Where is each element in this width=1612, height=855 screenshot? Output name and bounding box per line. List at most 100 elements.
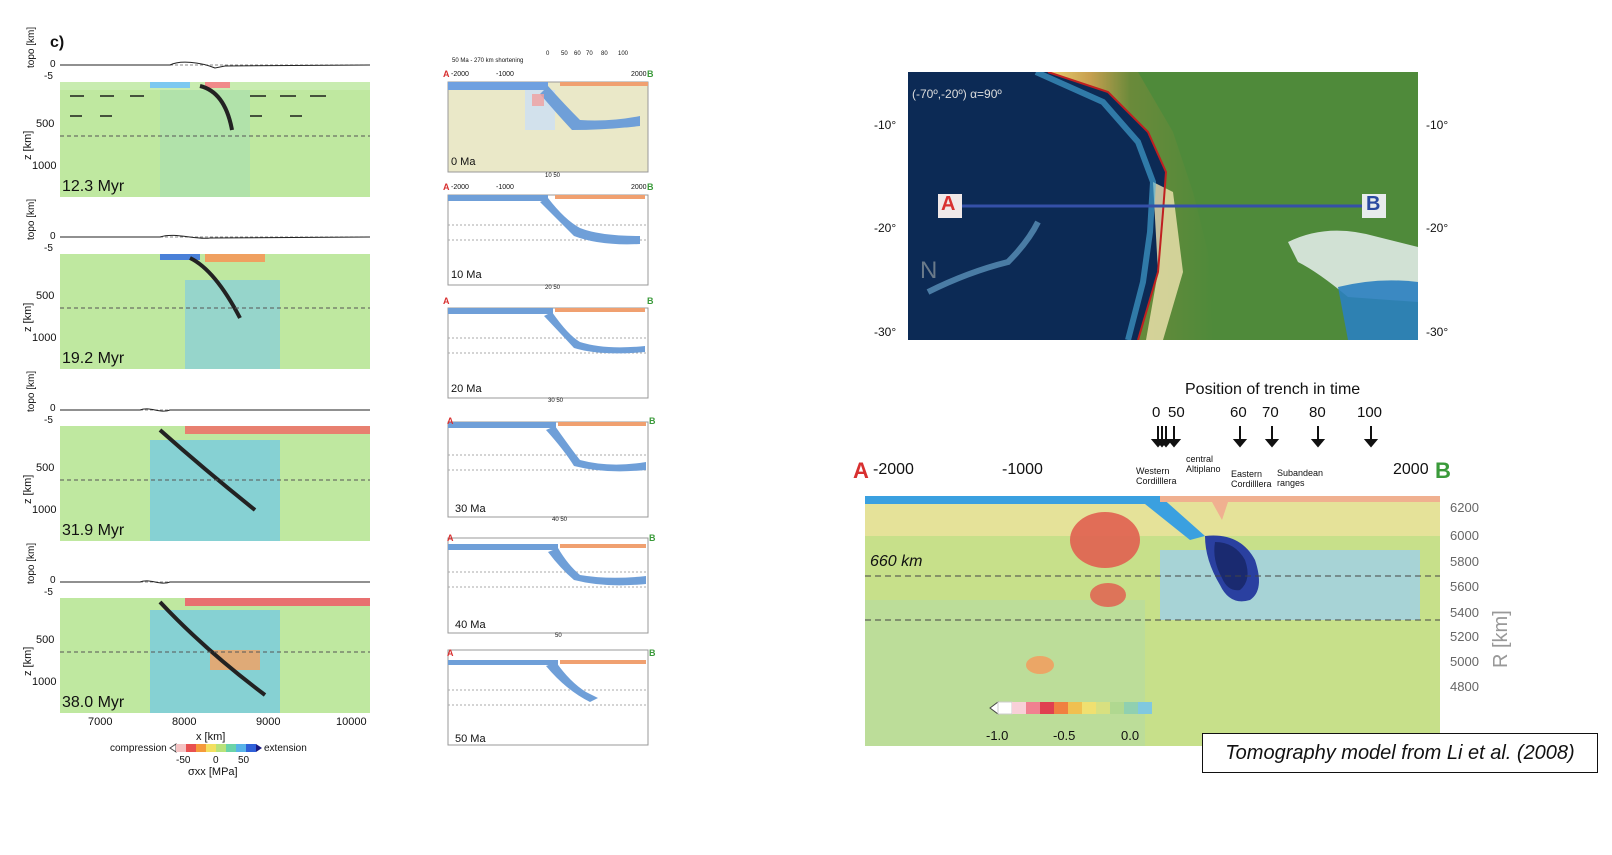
tomography-source-note-text: Tomography model from Li et al. (2008): [1225, 741, 1575, 764]
cross-section-panel-4: [447, 421, 649, 518]
map-lat-left-10: -10°: [874, 118, 897, 132]
r-tick-5400: 5400: [1450, 605, 1479, 620]
cs-xtick-2000-1: 2000: [631, 71, 647, 78]
cs-xtick-2000-2: 2000: [631, 184, 647, 191]
tomography-source-note: Tomography model from Li et al. (2008): [1202, 733, 1598, 773]
tomo-colorbar-tick-neg1: -1.0: [986, 728, 1009, 743]
cs-age-30: 30 Ma: [455, 503, 486, 515]
cs-arrow-first-5: 40 50: [552, 517, 568, 523]
cs-arrow-first-6: 50: [555, 633, 562, 639]
topo-tick-neg5-p4: -5: [44, 587, 53, 598]
map-header: (-70º,-20º) α=90º: [912, 87, 1002, 101]
cross-section-panel-5: [447, 537, 649, 634]
model-panel-4: [60, 580, 370, 713]
topo-tick-0-p2: 0: [50, 231, 56, 242]
colorbar-tick-50: 50: [238, 755, 250, 766]
topo-axis-label-2: topo [km]: [26, 198, 37, 240]
z-tick-1000-p3: 1000: [32, 504, 57, 516]
z-tick-500: 500: [36, 118, 55, 130]
map-lat-right-30: -30°: [1426, 325, 1449, 339]
z-axis-label-2: z [km]: [22, 302, 34, 332]
cross-section-header-note: 50 Ma - 270 km shortening: [452, 58, 524, 64]
topo-tick-neg5: -5: [44, 71, 53, 82]
x-tick-7000: 7000: [88, 716, 113, 728]
time-label-3: 31.9 Myr: [62, 522, 125, 539]
colorbar-units-label: σxx [MPa]: [188, 766, 238, 778]
cs-a-label-1: A: [443, 69, 450, 79]
panel-label: c): [50, 34, 65, 51]
map-lat-right-20: -20°: [1426, 221, 1449, 235]
region-eastern-cordillera: Eastern Cordilllera: [1231, 469, 1272, 489]
cs-arrow-first-4: 30 50: [548, 398, 564, 404]
r-tick-4800: 4800: [1450, 679, 1479, 694]
model-panel-3: [60, 408, 370, 541]
map-north-label: N: [920, 257, 938, 284]
z-tick-1000-p4: 1000: [32, 676, 57, 688]
z-tick-500-p3: 500: [36, 462, 55, 474]
r-tick-5200: 5200: [1450, 629, 1479, 644]
region-subandean-ranges: Subandean ranges: [1277, 468, 1324, 488]
trench-arrows: [1150, 426, 1379, 448]
cs-b-label-5: B: [649, 533, 656, 543]
tomo-xtick-2000: 2000: [1393, 461, 1429, 478]
x-tick-9000: 9000: [256, 716, 281, 728]
topo-axis-label-3: topo [km]: [26, 370, 37, 412]
topo-tick-0-p3: 0: [50, 403, 56, 414]
tomo-point-a: A: [853, 458, 869, 483]
colorbar-left-label: compression: [110, 743, 167, 754]
z-axis-label-1: z [km]: [22, 130, 34, 160]
tomography-colorbar: [989, 701, 1152, 715]
map-lat-left-20: -20°: [874, 221, 897, 235]
tomo-point-b: B: [1435, 458, 1451, 483]
z-axis-label-3: z [km]: [22, 474, 34, 504]
cs-b-label-4: B: [649, 416, 656, 426]
z-tick-500-p4: 500: [36, 634, 55, 646]
map-lat-right-10: -10°: [1426, 118, 1449, 132]
cs-a-label-6: A: [447, 648, 454, 658]
time-label-4: 38.0 Myr: [62, 694, 125, 711]
x-tick-10000: 10000: [336, 716, 367, 728]
cs-arrow-100-1: 100: [618, 51, 629, 57]
region-western-cordillera: Western Cordilllera: [1136, 466, 1177, 486]
cross-section-panel-6: [447, 649, 649, 746]
cs-a-label-4: A: [447, 416, 454, 426]
colorbar-right-label: extension: [264, 743, 307, 754]
depth-660-label: 660 km: [870, 553, 923, 570]
tomography-title: Position of trench in time: [1185, 381, 1361, 398]
topo-tick-neg5-p3: -5: [44, 415, 53, 426]
cs-b-label-3: B: [647, 296, 654, 306]
map-lat-left-30: -30°: [874, 325, 897, 339]
tomo-arrow-label-50: 50: [1168, 404, 1185, 421]
r-axis-label: R [km]: [1490, 610, 1512, 668]
cs-b-label-2: B: [647, 182, 654, 192]
tomo-arrow-label-80: 80: [1309, 404, 1326, 421]
r-tick-5600: 5600: [1450, 579, 1479, 594]
cs-age-0: 0 Ma: [451, 156, 476, 168]
r-tick-6000: 6000: [1450, 528, 1479, 543]
cs-arrow-first-3: 20 50: [545, 285, 561, 291]
cross-section-panel-2: [447, 194, 649, 286]
map-point-a: A: [941, 193, 956, 215]
z-tick-1000: 1000: [32, 160, 57, 172]
tomo-xtick-neg2000: -2000: [873, 461, 914, 478]
cs-xtick-neg1000-1: -1000: [496, 71, 514, 78]
cs-age-20: 20 Ma: [451, 383, 482, 395]
cs-arrow-first-2: 10 50: [545, 173, 561, 179]
x-axis-label: x [km]: [196, 731, 226, 743]
tomo-arrow-label-100: 100: [1357, 404, 1383, 421]
cs-age-10: 10 Ma: [451, 269, 482, 281]
tomo-arrow-label-0: 0: [1152, 404, 1161, 421]
cs-arrow-labels-1: 0 50: [546, 51, 568, 57]
map-point-b: B: [1366, 193, 1381, 215]
topo-axis-label-1: topo [km]: [26, 26, 37, 68]
cs-a-label-2: A: [443, 182, 450, 192]
cross-section-panel-3: [447, 307, 649, 399]
tomography-section: [865, 426, 1440, 746]
tomo-colorbar-tick-0: 0.0: [1121, 728, 1140, 743]
cs-arrow-80-1: 80: [601, 51, 608, 57]
cross-section-panels: [447, 81, 649, 746]
z-tick-500-p2: 500: [36, 290, 55, 302]
model-panels: [60, 61, 371, 753]
model-panel-2: [60, 234, 371, 369]
x-tick-8000: 8000: [172, 716, 197, 728]
